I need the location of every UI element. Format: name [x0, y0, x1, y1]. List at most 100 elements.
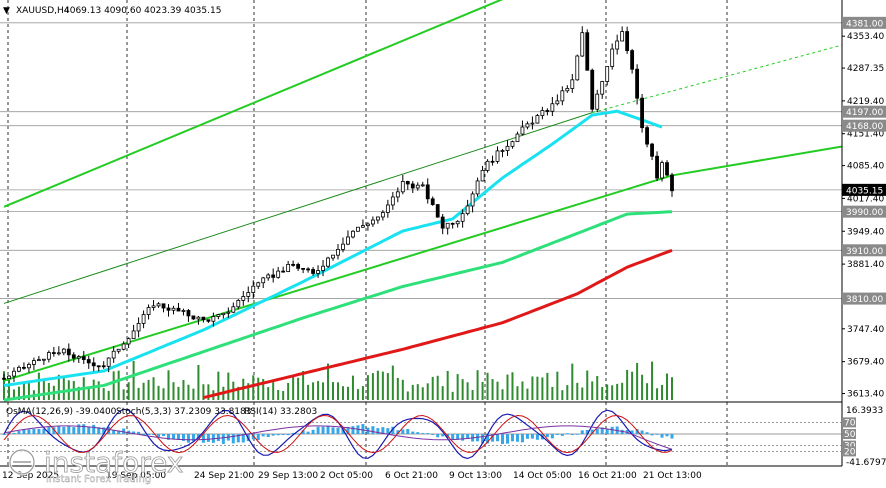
volume-bar — [426, 383, 429, 400]
volume-bar — [561, 390, 564, 400]
candle-body — [81, 356, 86, 360]
volume-bar — [17, 386, 20, 400]
osma-bar — [510, 434, 514, 442]
volume-bar — [137, 387, 140, 400]
volume-bar — [486, 372, 489, 400]
volume-bar — [317, 381, 320, 400]
volume-bar — [601, 387, 604, 400]
indicator-level-tag-bg — [842, 429, 856, 439]
volume-bar — [77, 386, 80, 400]
volume-bar — [636, 362, 639, 400]
osma-bar — [256, 434, 260, 441]
volume-bar — [22, 382, 25, 400]
osma-bar — [77, 424, 81, 434]
volume-bar — [611, 385, 614, 400]
candle-body — [500, 150, 505, 152]
candle-body — [291, 263, 296, 266]
osma-bar — [381, 427, 385, 434]
price-tag-bg — [842, 105, 886, 118]
rsi-label: RSI(14) 33.2803 — [244, 407, 317, 417]
candle-body — [17, 366, 21, 372]
volume-bar — [376, 370, 379, 400]
channel-mid-dotted — [592, 44, 843, 114]
channel-mid-line — [3, 112, 593, 304]
osma-bar — [27, 429, 31, 434]
osma-bar — [530, 434, 534, 439]
volume-bar — [262, 379, 265, 400]
candle-body — [346, 236, 350, 245]
volume-bar — [446, 370, 449, 400]
candle-body — [32, 360, 36, 365]
candle-body — [351, 230, 355, 238]
candle-body — [27, 364, 31, 369]
candle-body — [670, 174, 674, 192]
osma-bar — [221, 434, 225, 445]
candle-body — [226, 311, 231, 314]
osma-bar — [162, 434, 166, 437]
candle-body — [231, 306, 236, 313]
candle-body — [545, 110, 550, 112]
candle-body — [216, 314, 221, 317]
osma-bar — [486, 434, 490, 444]
osma-bar — [82, 424, 86, 434]
candle-body — [435, 204, 440, 218]
osma-bar — [301, 430, 305, 434]
candle-body — [655, 155, 659, 179]
volume-bar — [556, 371, 559, 400]
osma-bar — [321, 426, 325, 434]
candle-body — [236, 300, 241, 308]
volume-bar — [57, 374, 60, 400]
osma-bar — [251, 434, 255, 440]
osma-bar — [206, 434, 210, 442]
osma-bar — [231, 434, 235, 444]
osma-bar — [590, 429, 594, 434]
candle-body — [321, 265, 325, 271]
y-tick-label: 4017.40 — [847, 194, 884, 204]
indicator-level-tag: 70 — [844, 418, 856, 428]
price-tag-4035.15: 4035.15 — [846, 186, 883, 196]
volume-bar — [172, 382, 175, 400]
ema-fast-line — [3, 109, 663, 387]
candle-body — [326, 257, 330, 267]
osma-bar — [655, 433, 659, 435]
osma-bar — [515, 434, 519, 442]
candle-body — [61, 348, 66, 354]
volume-bar — [456, 374, 459, 400]
candle-body — [86, 359, 91, 364]
osma-bar — [426, 433, 430, 435]
x-tick-label: 2 Oct 05:00 — [320, 471, 373, 481]
osma-bar — [7, 432, 11, 434]
osma-bar — [191, 434, 195, 442]
watermark-tagline: Instant Forex Trading — [46, 474, 151, 485]
osma-bar — [416, 432, 420, 434]
volume-bar — [341, 386, 344, 400]
candle-body — [211, 316, 216, 322]
price-tag-3990.00: 3990.00 — [846, 208, 883, 218]
osma-bar — [605, 429, 609, 434]
osma-bar — [216, 434, 220, 442]
candle-body — [660, 162, 664, 179]
volume-bar — [366, 375, 369, 400]
volume-bar — [192, 388, 195, 400]
volume-bar — [541, 377, 544, 400]
osma-bar — [461, 434, 465, 441]
channel-upper-line — [3, 0, 503, 208]
candle-body — [665, 162, 669, 176]
osma-bar — [326, 425, 330, 434]
y-tick-label: 3679.40 — [847, 358, 884, 368]
volume-bar — [571, 363, 574, 400]
volume-bar — [346, 386, 349, 400]
candle-body — [540, 110, 545, 116]
osma-bar — [92, 424, 96, 434]
candle-body — [146, 307, 151, 315]
candle-body — [156, 303, 161, 307]
candle-body — [530, 122, 535, 125]
candle-body — [600, 81, 605, 95]
channel-lines — [3, 0, 843, 382]
candle-body — [625, 31, 630, 52]
candle-body — [415, 184, 420, 189]
volume-bar — [431, 376, 434, 400]
osma-bar — [171, 434, 175, 440]
candle-body — [390, 196, 395, 206]
